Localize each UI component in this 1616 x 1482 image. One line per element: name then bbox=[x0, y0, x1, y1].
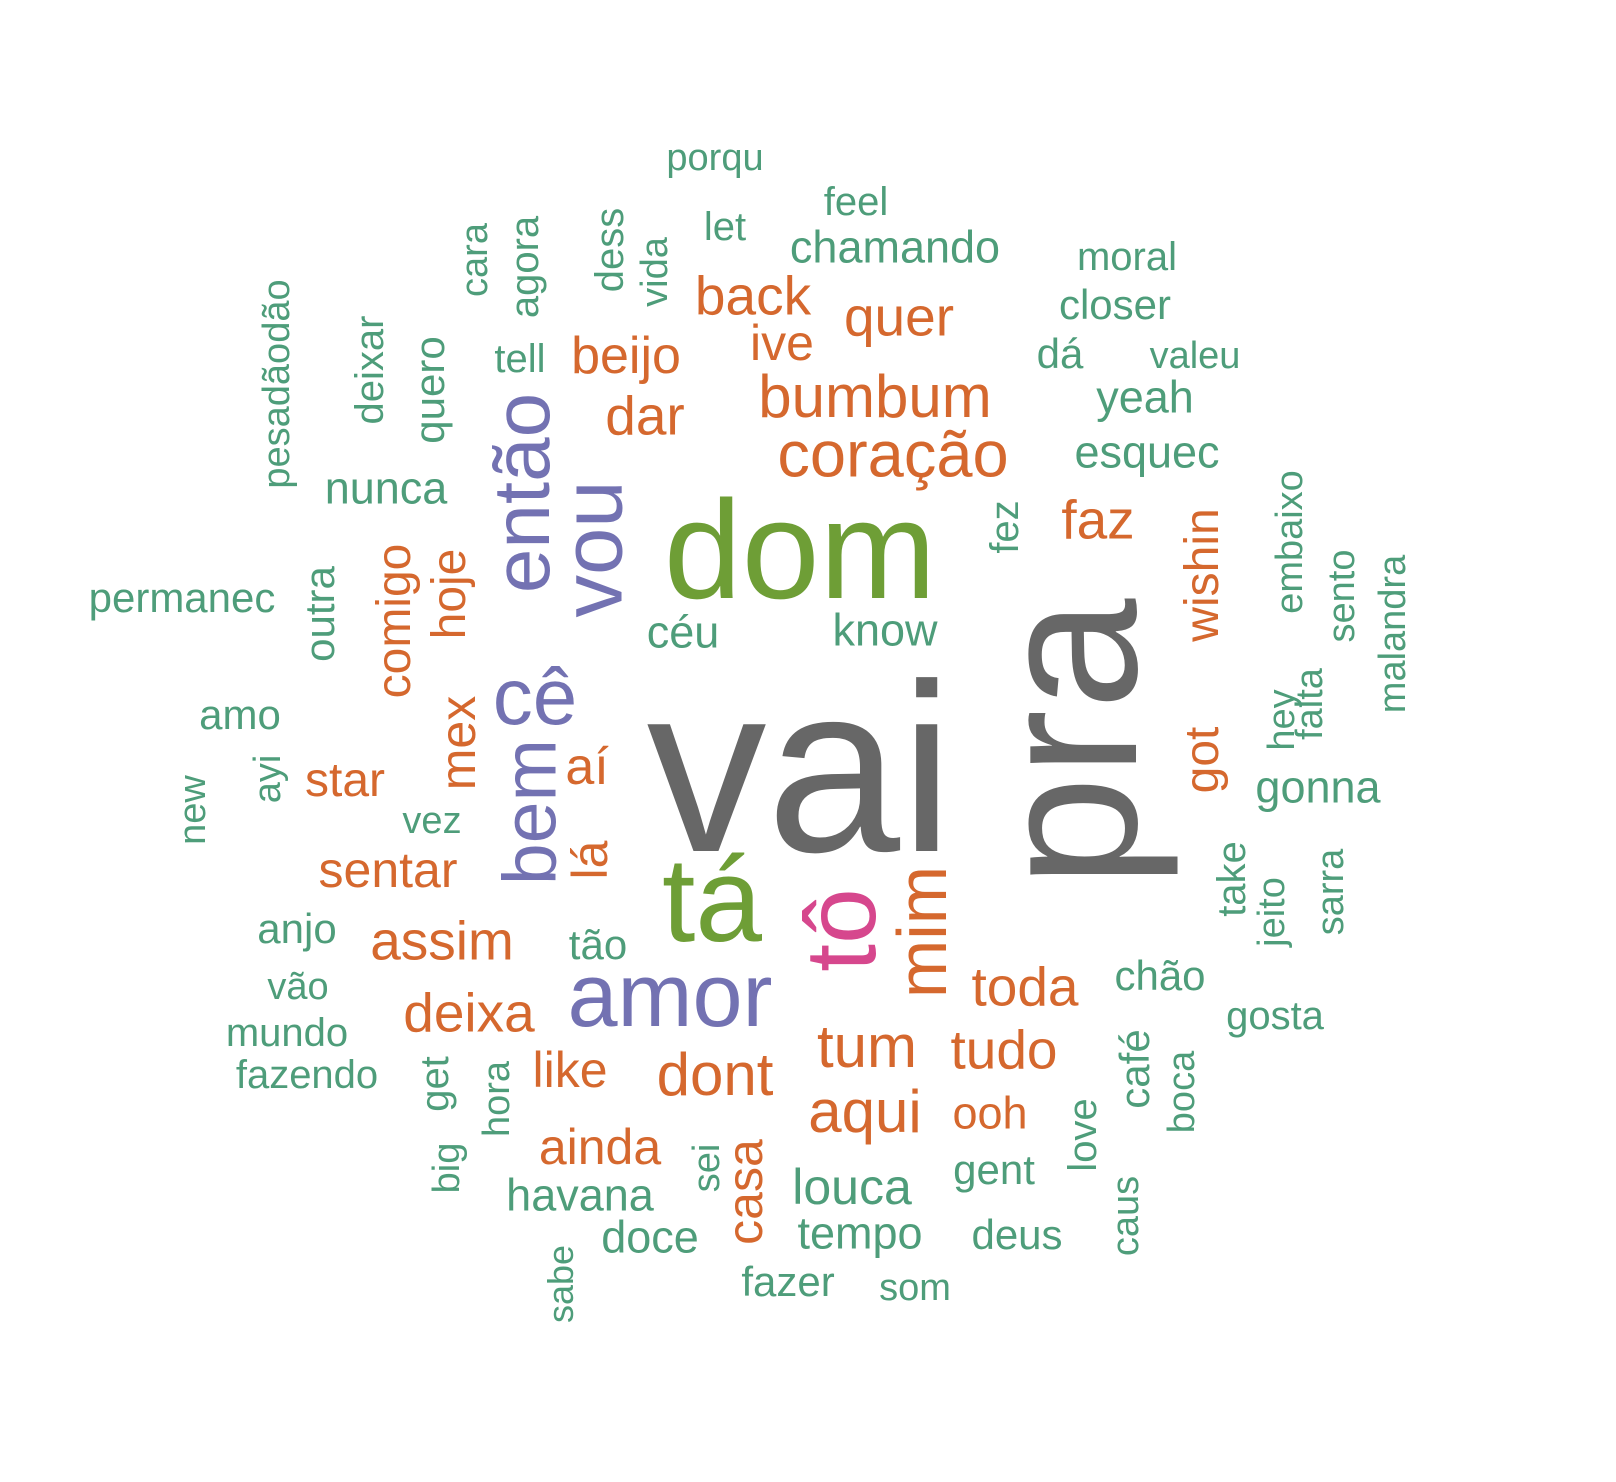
word-comigo: comigo bbox=[368, 543, 421, 699]
word-sabe: sabe bbox=[540, 1244, 581, 1324]
word-chao: chão bbox=[1114, 952, 1206, 999]
word-gonna: gonna bbox=[1255, 761, 1381, 813]
word-valeu: valeu bbox=[1149, 335, 1241, 377]
word-pesadaodao: pesadãodão bbox=[256, 279, 298, 489]
word-vida: vida bbox=[634, 237, 676, 307]
word-dess: dess bbox=[588, 207, 632, 293]
word-like: like bbox=[532, 1042, 608, 1098]
word-ce: cê bbox=[492, 652, 578, 741]
word-fez: fez bbox=[983, 500, 1027, 554]
word-moral: moral bbox=[1076, 235, 1178, 279]
word-dont: dont bbox=[656, 1041, 774, 1108]
word-cafe: café bbox=[1111, 1029, 1158, 1109]
word-ayi: ayi bbox=[247, 754, 289, 804]
word-malandra: malandra bbox=[1372, 554, 1414, 714]
word-tempo: tempo bbox=[797, 1207, 923, 1259]
word-sarra: sarra bbox=[1310, 848, 1352, 936]
word-tao: tão bbox=[568, 921, 628, 968]
word-la: lá bbox=[562, 840, 618, 880]
word-sei: sei bbox=[686, 1143, 728, 1193]
word-deixa: deixa bbox=[403, 981, 535, 1044]
word-get: get bbox=[413, 1056, 457, 1112]
word-caus: caus bbox=[1105, 1175, 1147, 1257]
word-let: let bbox=[703, 205, 747, 249]
word-feel: feel bbox=[823, 180, 889, 224]
word-hoje: hoje bbox=[423, 548, 476, 640]
word-quero: quero bbox=[406, 336, 453, 444]
word-embaixo: embaixo bbox=[1269, 470, 1311, 614]
word-take: take bbox=[1210, 841, 1254, 917]
word-vez: vez bbox=[402, 800, 462, 842]
word-deus: deus bbox=[971, 1211, 1063, 1258]
word-porqu: porqu bbox=[666, 137, 764, 179]
word-ooh: ooh bbox=[952, 1087, 1028, 1139]
word-louca: louca bbox=[792, 1159, 912, 1215]
word-bem: bem bbox=[487, 739, 572, 885]
word-agora: agora bbox=[503, 215, 547, 319]
word-tum: tum bbox=[816, 1013, 918, 1080]
word-amor: amor bbox=[567, 946, 773, 1046]
word-vao: vão bbox=[267, 966, 329, 1008]
word-new: new bbox=[172, 775, 214, 845]
word-ceu: céu bbox=[646, 606, 720, 658]
word-coracao: coração bbox=[777, 417, 1009, 491]
word-quer: quer bbox=[843, 285, 955, 348]
word-dom: dom bbox=[663, 471, 937, 628]
word-boca: boca bbox=[1161, 1050, 1203, 1134]
word-deixar: deixar bbox=[348, 315, 392, 425]
word-esquec: esquec bbox=[1074, 426, 1220, 478]
word-cara: cara bbox=[454, 223, 496, 297]
word-yeah: yeah bbox=[1096, 371, 1194, 423]
word-know: know bbox=[832, 604, 938, 656]
word-sentar: sentar bbox=[318, 842, 458, 898]
word-mex: mex bbox=[430, 695, 486, 791]
word-doce: doce bbox=[601, 1211, 699, 1263]
word-ai: aí bbox=[565, 738, 609, 796]
word-amo: amo bbox=[199, 691, 281, 738]
word-assim: assim bbox=[370, 909, 514, 972]
word-tell: tell bbox=[494, 337, 546, 381]
word-wishin: wishin bbox=[1176, 508, 1229, 642]
word-gent: gent bbox=[953, 1146, 1035, 1193]
word-got: got bbox=[1176, 726, 1229, 794]
word-ainda: ainda bbox=[538, 1119, 662, 1175]
word-outra: outra bbox=[296, 566, 343, 662]
word-entao: então bbox=[477, 392, 566, 594]
word-love: love bbox=[1061, 1098, 1105, 1172]
word-nunca: nunca bbox=[324, 462, 448, 514]
word-beijo: beijo bbox=[571, 327, 681, 385]
word-gosta: gosta bbox=[1226, 994, 1324, 1038]
word-fazendo: fazendo bbox=[235, 1053, 379, 1097]
word-dar: dar bbox=[605, 384, 685, 447]
word-ive: ive bbox=[750, 315, 814, 371]
word-ta: tá bbox=[661, 833, 763, 967]
word-hora: hora bbox=[476, 1060, 518, 1138]
word-aqui: aqui bbox=[808, 1078, 922, 1145]
word-closer: closer bbox=[1058, 281, 1172, 328]
word-bumbum: bumbum bbox=[758, 363, 992, 430]
word-pra: pra bbox=[956, 598, 1179, 888]
word-to: tô bbox=[785, 888, 897, 972]
word-toda: toda bbox=[971, 955, 1079, 1018]
word-big: big bbox=[426, 1142, 468, 1194]
word-som: som bbox=[879, 1267, 951, 1309]
word-tudo: tudo bbox=[950, 1018, 1058, 1081]
word-back: back bbox=[694, 264, 812, 327]
word-havana: havana bbox=[506, 1169, 654, 1221]
word-vai: vai bbox=[646, 634, 954, 902]
word-da: dá bbox=[1036, 330, 1084, 377]
word-faz: faz bbox=[1061, 488, 1135, 551]
word-hey: hey bbox=[1261, 689, 1303, 751]
word-star: star bbox=[304, 754, 386, 807]
word-mundo: mundo bbox=[225, 1011, 349, 1055]
word-fazer: fazer bbox=[741, 1258, 835, 1305]
word-mim: mim bbox=[883, 865, 961, 999]
word-chamando: chamando bbox=[789, 221, 1001, 273]
word-permanec: permanec bbox=[88, 574, 276, 621]
word-sento: sento bbox=[1321, 549, 1363, 643]
word-jeito: jeito bbox=[1251, 877, 1293, 947]
word-anjo: anjo bbox=[257, 905, 337, 952]
